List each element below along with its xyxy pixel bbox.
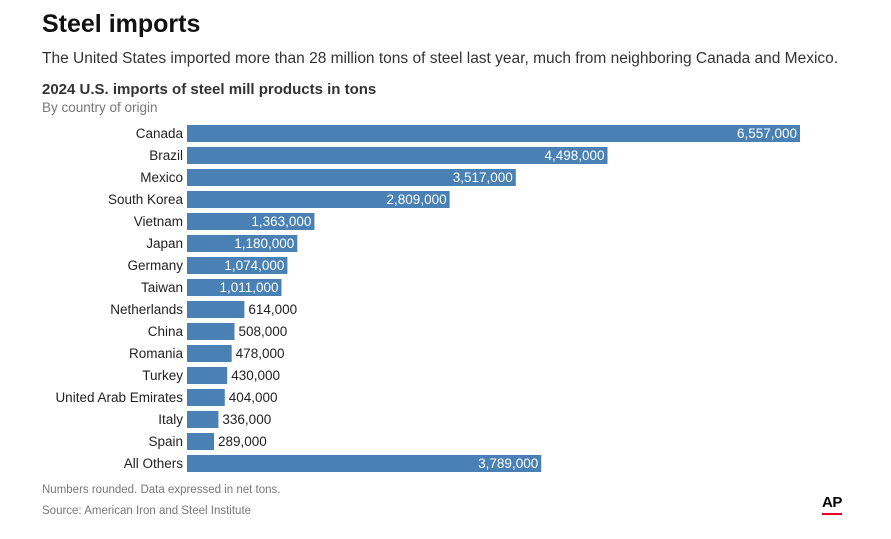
bar (187, 389, 225, 406)
bar (187, 345, 232, 362)
category-label: Spain (148, 434, 183, 449)
bar (187, 411, 219, 428)
category-label: Germany (127, 258, 183, 273)
data-label: 3,517,000 (453, 170, 513, 185)
data-label: 478,000 (236, 346, 285, 361)
category-label: Turkey (142, 368, 183, 383)
bar (187, 323, 235, 340)
bar (187, 213, 315, 230)
source-note: Source: American Iron and Steel Institut… (42, 505, 252, 517)
bar (187, 301, 245, 318)
bar (187, 257, 288, 274)
data-label: 2,809,000 (387, 192, 447, 207)
data-label: 614,000 (248, 302, 297, 317)
bar (187, 279, 282, 296)
bar (187, 235, 298, 252)
category-label: China (148, 324, 184, 339)
category-label: Japan (146, 236, 183, 251)
data-label: 1,011,000 (219, 280, 278, 295)
bar (187, 169, 516, 186)
data-label: 6,557,000 (737, 126, 797, 141)
category-label: Romania (129, 346, 184, 361)
category-label: All Others (124, 456, 184, 471)
ap-logo: AP (822, 494, 842, 511)
footnote: Numbers rounded. Data expressed in net t… (42, 484, 281, 496)
data-label: 404,000 (229, 390, 278, 405)
bar (187, 455, 542, 472)
bar (187, 191, 450, 208)
category-label: Netherlands (110, 302, 183, 317)
chart-title: 2024 U.S. imports of steel mill products… (42, 81, 377, 98)
page-title: Steel imports (42, 10, 201, 38)
category-label: Canada (136, 126, 184, 141)
category-label: Mexico (140, 170, 183, 185)
category-label: Brazil (149, 148, 183, 163)
category-label: United Arab Emirates (55, 390, 183, 405)
data-label: 4,498,000 (544, 148, 604, 163)
category-label: Taiwan (141, 280, 183, 295)
chart-subtitle: By country of origin (42, 100, 158, 115)
data-label: 1,363,000 (251, 214, 311, 229)
data-label: 508,000 (238, 324, 287, 339)
bar (187, 125, 800, 142)
category-label: Vietnam (134, 214, 183, 229)
bar (187, 147, 608, 164)
data-label: 1,074,000 (224, 258, 284, 273)
data-label: 336,000 (222, 412, 271, 427)
data-label: 289,000 (218, 434, 267, 449)
category-label: South Korea (108, 192, 184, 207)
page-subtitle: The United States imported more than 28 … (42, 50, 839, 67)
bar (187, 367, 228, 384)
data-label: 3,789,000 (478, 456, 538, 471)
data-label: 430,000 (231, 368, 280, 383)
data-label: 1,180,000 (234, 236, 294, 251)
ap-logo-underline (822, 513, 842, 515)
bar (187, 433, 215, 450)
category-label: Italy (158, 412, 183, 427)
